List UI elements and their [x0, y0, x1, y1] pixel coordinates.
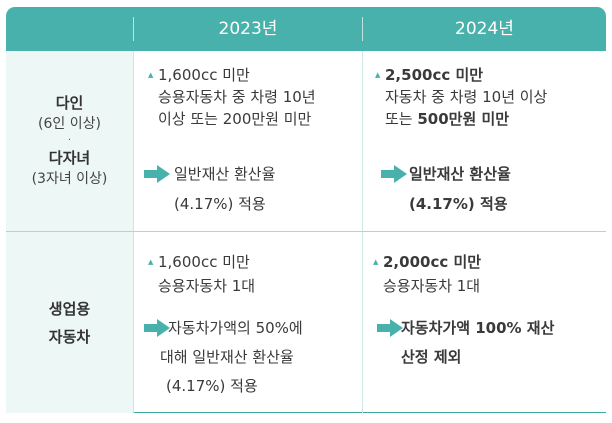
category-title: 생업용: [48, 299, 91, 318]
table-row-multi-person: 다인 (6인 이상) · 다자녀 (3자녀 이상) ▲ 1,600cc 미만 승…: [6, 51, 606, 232]
result-line: (4.17%) 적용: [174, 195, 266, 213]
arrow-right-icon: [144, 319, 170, 337]
cell-2024: ▲ 2,500cc 미만 자동차 중 차령 10년 이상 또는 500만원 미만…: [363, 51, 606, 231]
category-cell: 다인 (6인 이상) · 다자녀 (3자녀 이상): [6, 51, 133, 231]
arrow-right-icon: [381, 165, 407, 183]
header-2023: 2023년: [218, 19, 278, 39]
result-line: 자동차가액의 50%에: [168, 319, 303, 337]
condition-line: 이상 또는 200만원 미만: [158, 110, 312, 128]
header-2024: 2024년: [455, 19, 514, 39]
condition-line: 2,500cc 미만: [385, 66, 484, 84]
category-title: 자동차: [48, 327, 91, 346]
condition-line: 승용자동차 1대: [158, 277, 256, 295]
result-line: (4.17%) 적용: [409, 195, 508, 213]
category-cell: 생업용 자동차: [6, 232, 133, 413]
arrow-right-icon: [144, 165, 170, 183]
category-subtitle: (6인 이상): [38, 116, 101, 132]
column-divider: [362, 51, 363, 231]
result-line: 산정 제외: [401, 348, 462, 366]
triangle-bullet-icon: ▲: [373, 258, 379, 266]
cell-2023: ▲ 1,600cc 미만 승용자동차 중 차령 10년 이상 또는 200만원 …: [134, 51, 362, 231]
cell-2024: ▲ 2,000cc 미만 승용자동차 1대 자동차가액 100% 재산 산정 제…: [363, 232, 606, 413]
table-header: 2023년 2024년: [6, 7, 606, 51]
condition-text: 또는: [385, 110, 418, 128]
triangle-bullet-icon: ▲: [148, 71, 154, 79]
category-subtitle: (3자녀 이상): [31, 171, 108, 187]
result-line: (4.17%) 적용: [166, 377, 258, 395]
condition-line: 자동차 중 차령 10년 이상: [385, 88, 548, 106]
header-category: [6, 7, 133, 51]
arrow-right-icon: [377, 319, 403, 337]
condition-line: 1,600cc 미만: [158, 66, 250, 84]
category-separator: ·: [67, 135, 72, 146]
header-divider: [133, 17, 134, 41]
cell-2023: ▲ 1,600cc 미만 승용자동차 1대 자동차가액의 50%에 대해 일반재…: [134, 232, 362, 413]
result-line: 자동차가액 100% 재산: [401, 319, 555, 337]
condition-amount: 500만원 미만: [417, 110, 510, 128]
condition-line: 1,600cc 미만: [158, 253, 250, 271]
result-line: 일반재산 환산율: [409, 165, 511, 183]
column-divider: [133, 232, 134, 413]
category-title: 다인: [55, 94, 84, 112]
triangle-bullet-icon: ▲: [375, 71, 381, 79]
condition-line: 승용자동차 중 차령 10년: [158, 88, 316, 106]
category-title: 다자녀: [48, 149, 91, 167]
triangle-bullet-icon: ▲: [148, 258, 154, 266]
header-divider: [362, 17, 363, 41]
table-row-business-vehicle: 생업용 자동차 ▲ 1,600cc 미만 승용자동차 1대 자동차가액의 50%…: [6, 232, 606, 413]
condition-line: 승용자동차 1대: [383, 277, 481, 295]
condition-line: 2,000cc 미만: [383, 253, 482, 271]
column-divider: [133, 51, 134, 231]
column-divider: [362, 232, 363, 413]
result-line: 대해 일반재산 환산율: [160, 348, 294, 366]
comparison-table: 2023년 2024년 다인 (6인 이상) · 다자녀 (3자녀 이상) ▲ …: [6, 7, 606, 413]
result-line: 일반재산 환산율: [174, 165, 276, 183]
condition-line: 또는 500만원 미만: [385, 108, 509, 130]
